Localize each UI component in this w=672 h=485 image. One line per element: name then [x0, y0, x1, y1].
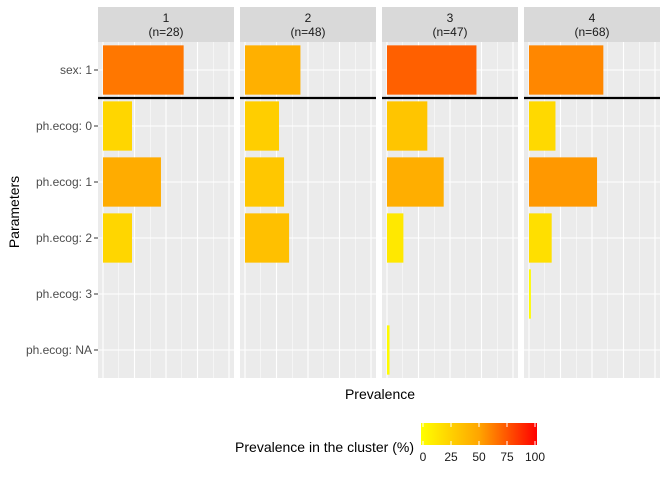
bar-ph-ecog-2 — [387, 213, 404, 263]
facet-panels: 1(n=28)2(n=48)3(n=47)4(n=68) — [98, 7, 660, 378]
bar-ph-ecog-1 — [387, 157, 444, 207]
legend-tick-label: 0 — [420, 450, 427, 464]
legend-tick-label: 100 — [525, 450, 545, 464]
bar-ph-ecog-0 — [103, 101, 132, 151]
bar-sex-1 — [387, 45, 477, 95]
bar-ph-ecog-1 — [529, 157, 598, 207]
facet-panel-2: 2(n=48) — [240, 7, 376, 378]
bar-ph-ecog-2 — [529, 213, 552, 263]
y-axis-title: Parameters — [6, 176, 22, 248]
facet-strip — [382, 7, 518, 42]
legend-tick-label: 50 — [472, 450, 486, 464]
y-tick-label: ph.ecog: NA — [26, 343, 92, 357]
legend-title: Prevalence in the cluster (%) — [235, 439, 414, 455]
color-legend: Prevalence in the cluster (%) 0 25 50 75 100 — [235, 423, 545, 464]
facet-panel-3: 3(n=47) — [382, 7, 518, 378]
facet-strip — [524, 7, 660, 42]
x-axis-title: Prevalence — [345, 386, 415, 402]
y-tick-label: ph.ecog: 3 — [36, 287, 92, 301]
y-tick-label: ph.ecog: 0 — [36, 119, 92, 133]
bar-ph-ecog-0 — [245, 101, 280, 151]
bar-ph-ecog-1 — [245, 157, 285, 207]
facet-strip — [240, 7, 376, 42]
legend-colorbar — [421, 423, 537, 445]
bar-ph-ecog-0 — [529, 101, 556, 151]
bar-sex-1 — [529, 45, 604, 95]
facet-panel-1: 1(n=28) — [98, 7, 234, 378]
facet-sublabel: (n=47) — [432, 25, 467, 39]
bar-ph-ecog-1 — [103, 157, 161, 207]
legend-tick-label: 75 — [500, 450, 514, 464]
facet-label: 2 — [305, 11, 312, 25]
bar-ph-ecog-0 — [387, 101, 428, 151]
bar-sex-1 — [245, 45, 301, 95]
facet-label: 4 — [589, 11, 596, 25]
facet-strip — [98, 7, 234, 42]
facet-label: 1 — [163, 11, 170, 25]
bar-ph-ecog-2 — [245, 213, 290, 263]
y-tick-label: sex: 1 — [60, 63, 92, 77]
bar-ph-ecog-2 — [103, 213, 132, 263]
y-axis-tick-labels: sex: 1 ph.ecog: 0 ph.ecog: 1 ph.ecog: 2 ph.e… — [26, 63, 98, 357]
facet-sublabel: (n=48) — [290, 25, 325, 39]
y-tick-label: ph.ecog: 2 — [36, 231, 92, 245]
facet-sublabel: (n=28) — [148, 25, 183, 39]
facet-sublabel: (n=68) — [574, 25, 609, 39]
facet-label: 3 — [447, 11, 454, 25]
legend-tick-label: 25 — [444, 450, 458, 464]
bar-ph-ecog-3 — [529, 269, 531, 319]
bar-ph-ecog-na — [387, 325, 390, 375]
y-tick-label: ph.ecog: 1 — [36, 175, 92, 189]
bar-sex-1 — [103, 45, 184, 95]
facet-panel-4: 4(n=68) — [524, 7, 660, 378]
legend-ticks: 0 25 50 75 100 — [420, 423, 545, 464]
